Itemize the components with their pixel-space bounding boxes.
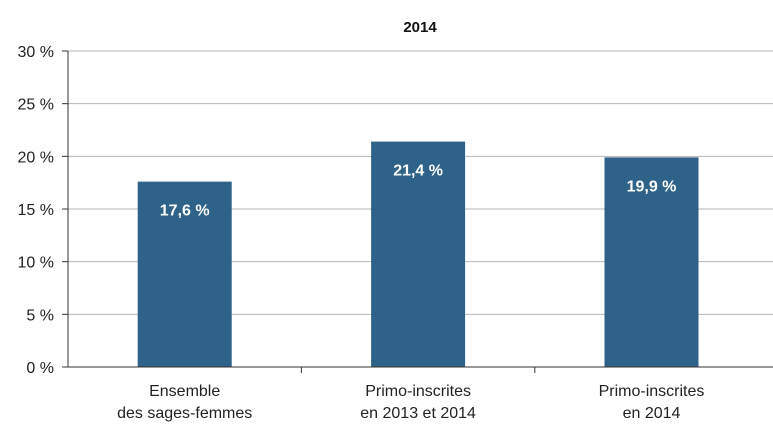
data-label: 17,6 % xyxy=(160,203,210,220)
y-tick-label: 10 % xyxy=(18,255,54,272)
bar xyxy=(137,181,232,367)
bar xyxy=(371,141,466,367)
bar xyxy=(604,157,699,367)
y-tick-label: 30 % xyxy=(18,44,54,61)
y-tick-label: 20 % xyxy=(18,149,54,166)
y-tick-label: 15 % xyxy=(18,202,54,219)
chart-title: 2014 xyxy=(403,19,437,36)
y-tick-label: 5 % xyxy=(26,307,54,324)
x-tick-label: Primo-inscrites en 2014 xyxy=(599,383,705,422)
data-label: 19,9 % xyxy=(627,178,677,195)
y-tick-label: 0 % xyxy=(26,360,54,377)
labels: 0 % 5 % 10 % 15 % 20 % 25 % 30 % 17,6 % Ensemble… xyxy=(18,44,705,422)
x-tick-label: Primo-inscrites en 2013 et 2014 xyxy=(360,383,476,422)
data-label: 21,4 % xyxy=(393,163,443,180)
x-tick-label: Ensemble des sages-femmes xyxy=(117,383,252,422)
axes xyxy=(62,50,773,373)
bars xyxy=(137,141,699,367)
y-tick-label: 25 % xyxy=(18,97,54,114)
